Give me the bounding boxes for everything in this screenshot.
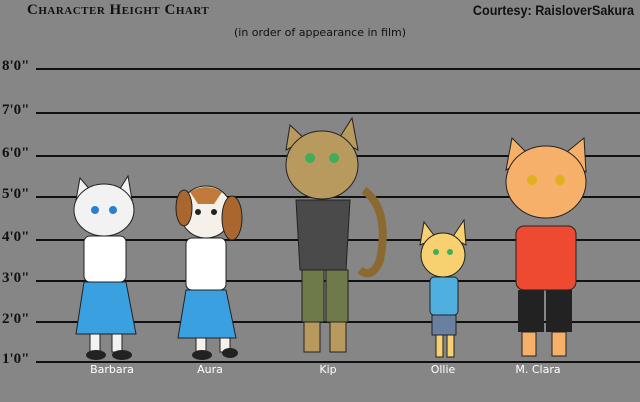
height-line [36, 196, 640, 198]
height-label: 6'0" [2, 145, 30, 161]
height-label: 5'0" [2, 186, 30, 202]
character-m-clara [505, 136, 587, 357]
character-name-ollie: Ollie [430, 363, 456, 376]
character-name-aura: Aura [197, 363, 223, 376]
height-line [36, 112, 640, 114]
character-barbara [73, 174, 137, 360]
height-label: 4'0" [2, 229, 30, 245]
character-name-kip: Kip [319, 363, 337, 376]
height-label: 8'0" [2, 58, 30, 74]
height-line [36, 68, 640, 70]
height-label: 3'0" [2, 270, 30, 286]
chart-title: Character Height Chart [27, 2, 210, 18]
courtesy-credit: Courtesy: RaisloverSakura [472, 2, 634, 18]
height-line [36, 361, 640, 363]
character-aura [175, 185, 243, 360]
character-kip [285, 116, 387, 353]
character-name-barbara: Barbara [90, 363, 134, 376]
character-ollie [419, 218, 467, 358]
height-label: 2'0" [2, 311, 30, 327]
chart-subtitle: (in order of appearance in film) [233, 26, 407, 39]
character-name-m-clara: M. Clara [515, 363, 561, 376]
height-label: 7'0" [2, 102, 30, 118]
height-label: 1'0" [2, 351, 30, 367]
